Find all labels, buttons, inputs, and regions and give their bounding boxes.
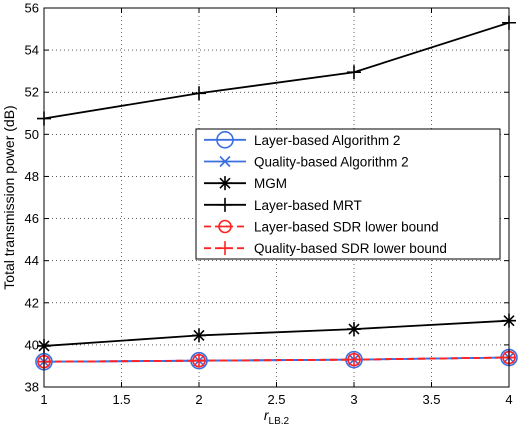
legend-item: Layer-based MRT	[204, 197, 362, 213]
y-tick-label: 42	[25, 295, 39, 310]
y-tick-label: 46	[25, 211, 39, 226]
series-marker	[347, 65, 361, 80]
legend-label: MGM	[254, 176, 287, 191]
legend-item: Layer-based Algorithm 2	[204, 131, 400, 149]
legend-marker	[219, 155, 231, 168]
series-2	[37, 313, 516, 353]
series-marker	[192, 86, 206, 101]
series-marker	[347, 322, 361, 337]
x-tick-label: 3.5	[422, 392, 440, 407]
legend-label: Layer-based SDR lower bound	[254, 220, 439, 235]
legend-label: Layer-based Algorithm 2	[254, 133, 400, 148]
legend-label: Quality-based SDR lower bound	[254, 241, 447, 256]
x-axis-label-main: r	[264, 407, 270, 423]
y-tick-label: 40	[25, 337, 39, 352]
x-tick-label: 3	[350, 392, 357, 407]
x-tick-label: 2	[195, 392, 202, 407]
legend-marker	[218, 176, 232, 191]
legend-marker	[218, 241, 232, 256]
y-axis-label: Total transmission power (dB)	[1, 105, 17, 289]
y-tick-label: 48	[25, 169, 39, 184]
series-marker	[347, 352, 361, 367]
legend-marker	[218, 219, 232, 234]
series-5	[37, 350, 516, 369]
y-tick-label: 52	[25, 85, 39, 100]
legend-label: Quality-based Algorithm 2	[254, 155, 409, 170]
legend-label: Layer-based MRT	[254, 198, 362, 213]
y-tick-label: 38	[25, 380, 39, 395]
y-tick-label: 50	[25, 127, 39, 142]
y-tick-label: 56	[25, 1, 39, 16]
legend-marker	[218, 197, 232, 212]
series-layer	[35, 15, 518, 371]
series-line	[43, 319, 510, 347]
series-marker	[192, 353, 206, 368]
x-axis-label-subscript: LB,2	[269, 416, 290, 424]
legend-box	[195, 128, 501, 260]
legend-marker	[216, 131, 234, 149]
y-tick-label: 44	[25, 253, 39, 268]
legend-item: Layer-based SDR lower bound	[204, 220, 439, 235]
x-tick-label: 1.5	[112, 392, 130, 407]
series-line	[43, 21, 510, 120]
x-axis-label: rLB,2	[264, 407, 290, 424]
ticks: 1 1.5 2 2.5 3 3.5 4 38 40 42 44 46 48 50 52 54 56	[25, 1, 513, 408]
x-tick-label: 1	[40, 392, 47, 407]
x-tick-label: 2.5	[267, 392, 285, 407]
legend-item: Quality-based Algorithm 2	[204, 155, 409, 170]
y-tick-label: 54	[25, 43, 39, 58]
series-line	[43, 356, 510, 363]
legend-item: Quality-based SDR lower bound	[204, 241, 447, 256]
legend-item: MGM	[204, 176, 287, 191]
x-tick-label: 4	[505, 392, 512, 407]
legend: Layer-based Algorithm 2 Quality-based Alg…	[195, 128, 501, 260]
series-marker	[192, 328, 206, 343]
